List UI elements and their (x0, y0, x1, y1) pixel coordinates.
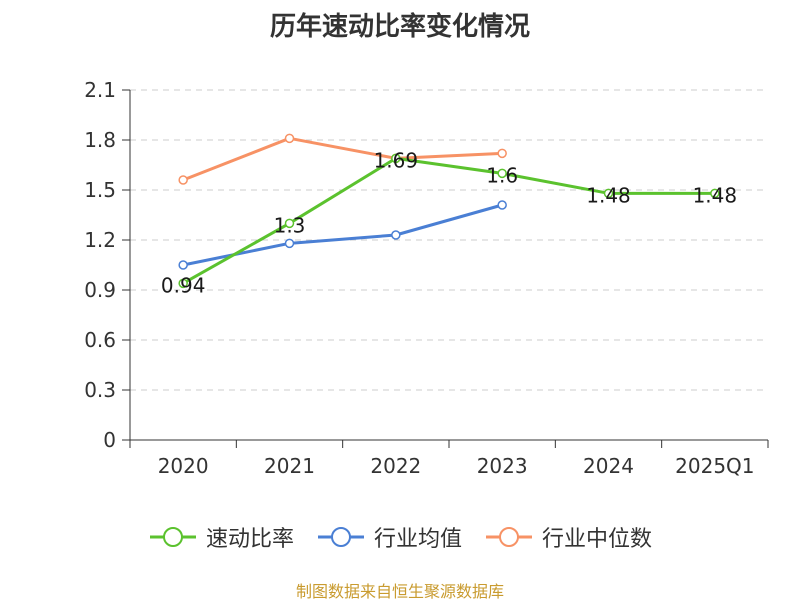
chart-title: 历年速动比率变化情况 (269, 12, 530, 42)
legend-line-icon (486, 527, 532, 547)
data-label: 1.48 (693, 183, 738, 207)
x-tick-label: 2023 (477, 454, 528, 478)
series-line (182, 156, 715, 285)
y-tick-label: 1.2 (84, 228, 116, 252)
data-label: 1.6 (486, 163, 518, 187)
legend: 速动比率 行业均值 行业中位数 (0, 520, 800, 554)
x-tick-label: 2025Q1 (675, 454, 754, 478)
legend-item[interactable]: 速动比率 (148, 521, 294, 553)
legend-label: 行业中位数 (542, 527, 653, 552)
x-tick-label: 2020 (158, 454, 209, 478)
data-point (497, 200, 507, 210)
data-point (710, 188, 720, 199)
legend-label: 行业均值 (373, 527, 462, 552)
data-label: 1.3 (274, 213, 306, 237)
legend-line-icon (149, 527, 196, 547)
data-label: 0.94 (161, 273, 206, 297)
data-label: 1.48 (586, 183, 631, 207)
x-tick-label: 2024 (583, 454, 634, 478)
legend-item[interactable]: 行业均值 (316, 521, 462, 553)
data-point (497, 168, 507, 179)
x-tick-label: 2022 (370, 454, 421, 478)
x-tick-label: 2021 (264, 454, 315, 478)
y-tick-label: 0.9 (84, 278, 116, 302)
data-point (391, 230, 401, 240)
legend-line-icon (317, 527, 364, 547)
legend-label: 速动比率 (205, 527, 294, 552)
y-tick-label: 0.6 (84, 328, 116, 352)
y-tick-label: 1.8 (84, 128, 116, 152)
data-point (284, 218, 295, 229)
data-point (603, 188, 614, 199)
y-tick-label: 1.5 (84, 178, 116, 202)
legend-item[interactable]: 行业中位数 (484, 521, 652, 553)
data-point (284, 238, 295, 249)
data-point (178, 260, 188, 270)
y-tick-label: 0.3 (84, 378, 116, 402)
data-point (497, 148, 507, 159)
y-tick-label: 2.1 (84, 78, 116, 102)
data-label: 1.69 (374, 148, 419, 172)
source-note: 制图数据来自恒生聚源数据库 (295, 582, 504, 601)
data-point (178, 175, 188, 185)
data-point (284, 133, 295, 144)
data-point (178, 278, 188, 289)
plot-area: 0 0.3 0.6 0.9 1.2 1.5 1.8 2.1 2020 2021 2022 2023 20… (84, 78, 769, 478)
data-point (391, 153, 401, 164)
series-line (182, 136, 503, 182)
y-tick-label: 0 (103, 428, 116, 452)
